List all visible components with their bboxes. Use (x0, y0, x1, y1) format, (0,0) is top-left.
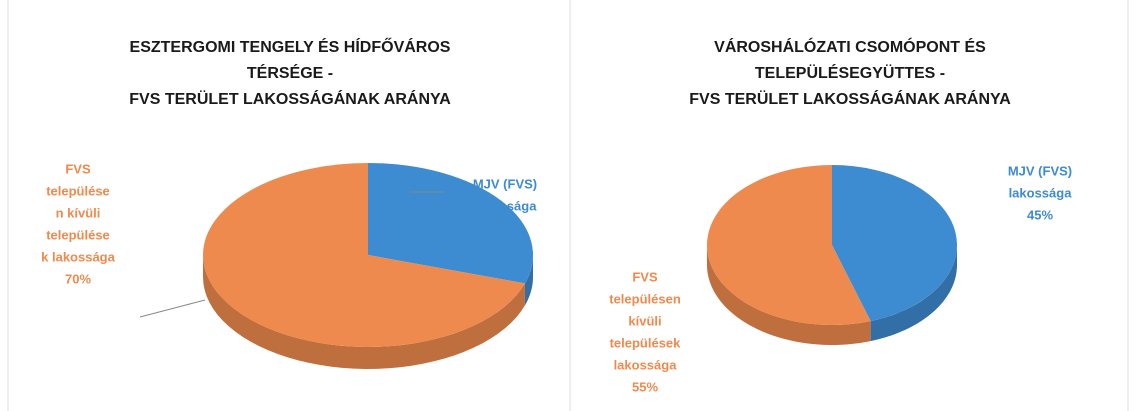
slice (368, 163, 533, 284)
data-label: települések (610, 335, 682, 350)
chart-title: VÁROSHÁLÓZATI CSOMÓPONT ÉS (714, 37, 986, 56)
chart-title: TELEPÜLÉSEGYÜTTES - (755, 63, 945, 82)
chart-title: TÉRSÉGE - (247, 63, 333, 82)
slice-side (707, 245, 871, 345)
chart-title: ESZTERGOMI TENGELY ÉS HÍDFŐVÁROS (130, 37, 451, 56)
slice-side (203, 255, 525, 369)
data-label: MJV (FVS) (1008, 163, 1072, 178)
slice-side (870, 245, 957, 342)
chart-title: FVS TERÜLET LAKOSSÁGÁNAK ARÁNYA (129, 89, 451, 108)
slice-side (524, 255, 533, 306)
data-label: lakossága (1009, 185, 1073, 200)
leader-line (139, 299, 206, 318)
data-label: k lakossága (41, 249, 115, 264)
value-label: 70% (65, 271, 91, 286)
data-label: települése (46, 227, 110, 242)
data-label: települése (46, 183, 110, 198)
data-label: MJV (FVS) (473, 176, 537, 191)
data-label: n kívüli (56, 205, 101, 220)
data-label: lakossága (474, 198, 538, 213)
data-label: lakossága (614, 357, 678, 372)
data-label: kívüli (628, 313, 661, 328)
data-label: FVS (632, 269, 658, 284)
value-label: 30% (492, 220, 518, 235)
slice (832, 165, 958, 322)
data-label: településen (609, 291, 681, 306)
chart-title: FVS TERÜLET LAKOSSÁGÁNAK ARÁNYA (689, 89, 1011, 108)
value-label: 45% (1027, 207, 1053, 222)
data-label: FVS (65, 161, 91, 176)
slice (707, 165, 871, 325)
slice (202, 163, 525, 347)
value-label: 55% (632, 379, 658, 394)
